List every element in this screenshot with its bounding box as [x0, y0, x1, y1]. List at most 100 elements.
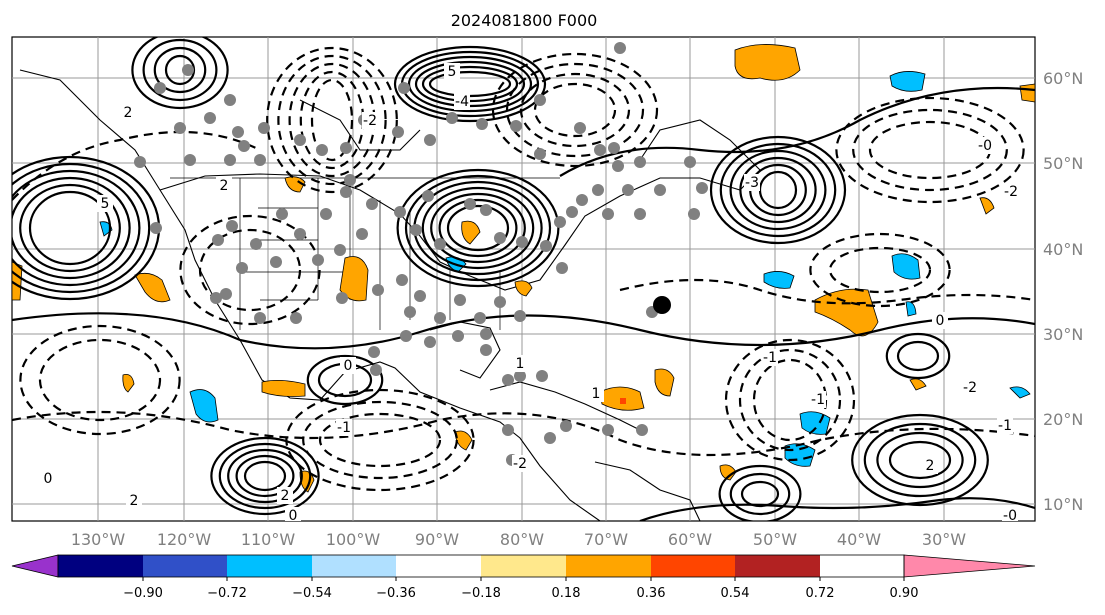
shading-region — [122, 374, 135, 393]
contour-label-bg — [454, 93, 470, 110]
contour-line — [519, 72, 631, 148]
station-dot — [514, 370, 526, 382]
contour-label: -1 — [811, 392, 825, 408]
longitude-labels: 130°W 120°W 110°W 100°W 90°W 80°W 70°W 60°W 50°W… — [71, 530, 966, 549]
contour-label-bg — [126, 492, 142, 509]
station-dot — [154, 82, 166, 94]
contour-line — [738, 348, 842, 452]
station-dot — [224, 154, 236, 166]
contour-label: -1 — [763, 350, 777, 366]
station-dot — [394, 206, 406, 218]
latitude-label: 50°N — [1043, 154, 1083, 173]
contour-label-bg — [97, 195, 113, 212]
latitude-label: 20°N — [1043, 410, 1083, 429]
station-dot — [366, 198, 378, 210]
station-dot — [258, 122, 270, 134]
contour-line — [142, 38, 218, 102]
contour-line — [393, 45, 547, 123]
contour-line — [876, 431, 964, 489]
station-dot — [514, 310, 526, 322]
station-dot — [684, 156, 696, 168]
contour-line — [12, 169, 141, 287]
colorbar-tick-label: −0.18 — [461, 586, 501, 601]
contour-label: 1 — [592, 386, 601, 402]
contour-line — [28, 190, 112, 266]
contour-label-bg — [932, 312, 948, 329]
contour-line — [19, 183, 121, 273]
map-panel: 5 -4 2 -2 5 -2 -3 2 -1 0 -1 -2 2 0 1 -1 0 2 -0 0 -2 1 2 -1 -0 — [11, 36, 1036, 522]
station-dot — [210, 292, 222, 304]
shading-region — [905, 301, 917, 317]
longitude-label: 130°W — [71, 530, 126, 549]
colorbar-tick-label: 0.36 — [637, 586, 666, 601]
contour-line — [533, 82, 617, 138]
contour-line — [430, 192, 526, 264]
longitude-label: 40°W — [837, 530, 881, 549]
station-dot — [254, 312, 266, 324]
station-dot — [594, 144, 606, 156]
contour-label-bg — [1003, 183, 1019, 200]
colorbar-tick-label: 0.54 — [721, 586, 750, 601]
station-dot — [356, 228, 368, 240]
contour-line — [559, 86, 1035, 177]
shading-region — [891, 253, 921, 280]
latitude-label: 40°N — [1043, 240, 1083, 259]
shading-region — [734, 44, 801, 81]
station-dot — [370, 364, 382, 376]
contour-line — [505, 62, 645, 158]
colorbar-tick-label: −0.36 — [376, 586, 416, 601]
station-dot — [404, 306, 416, 318]
colorbar-bin — [396, 555, 481, 577]
contour-label: 1 — [516, 356, 525, 372]
contour-label-bg — [922, 457, 938, 474]
station-dot — [414, 290, 426, 302]
contour-label: 0 — [44, 471, 53, 487]
longitude-label: 70°W — [584, 530, 628, 549]
colorbar-bin — [735, 555, 820, 577]
station-dot — [270, 256, 282, 268]
longitude-label: 30°W — [922, 530, 966, 549]
contour-line — [446, 204, 510, 252]
station-dot — [340, 142, 352, 154]
contour-line — [12, 176, 131, 280]
shading-region — [1009, 386, 1031, 399]
station-dot — [560, 420, 572, 432]
longitude-label: 100°W — [326, 530, 381, 549]
contour-line — [896, 340, 940, 372]
station-dot — [636, 424, 648, 436]
colorbar: −0.90 −0.72 −0.54 −0.36 −0.18 0.18 0.36 0.54 0.7… — [11, 554, 1036, 601]
colorbar-extend-low — [11, 554, 59, 578]
contour-label: 5 — [101, 196, 110, 212]
station-dot — [612, 160, 624, 172]
station-dot — [396, 274, 408, 286]
station-dot — [290, 312, 302, 324]
station-dot — [224, 94, 236, 106]
station-dot — [134, 156, 146, 168]
station-dot — [320, 208, 332, 220]
contour-line — [729, 472, 791, 516]
station-dot — [392, 126, 404, 138]
contour-line — [12, 162, 151, 294]
station-dot — [424, 336, 436, 348]
station-dot — [534, 94, 546, 106]
station-dot — [480, 328, 492, 340]
station-dot — [454, 294, 466, 306]
contour-label-bg — [444, 63, 460, 80]
contour-label: 2 — [220, 178, 229, 194]
contour-line — [153, 46, 207, 94]
shading-region — [979, 197, 995, 215]
station-dot — [502, 424, 514, 436]
contour-label-bg — [40, 470, 56, 487]
contour-line — [851, 413, 989, 507]
contour-label: -0 — [978, 138, 992, 154]
contour-line — [235, 454, 295, 498]
station-dot — [238, 140, 250, 152]
station-dot — [516, 236, 528, 248]
shading-region — [909, 378, 927, 391]
contour-line — [421, 186, 535, 270]
contour-line — [719, 142, 837, 238]
contour-label-bg — [588, 385, 604, 402]
station-dot — [236, 262, 248, 274]
station-dot — [696, 182, 708, 194]
